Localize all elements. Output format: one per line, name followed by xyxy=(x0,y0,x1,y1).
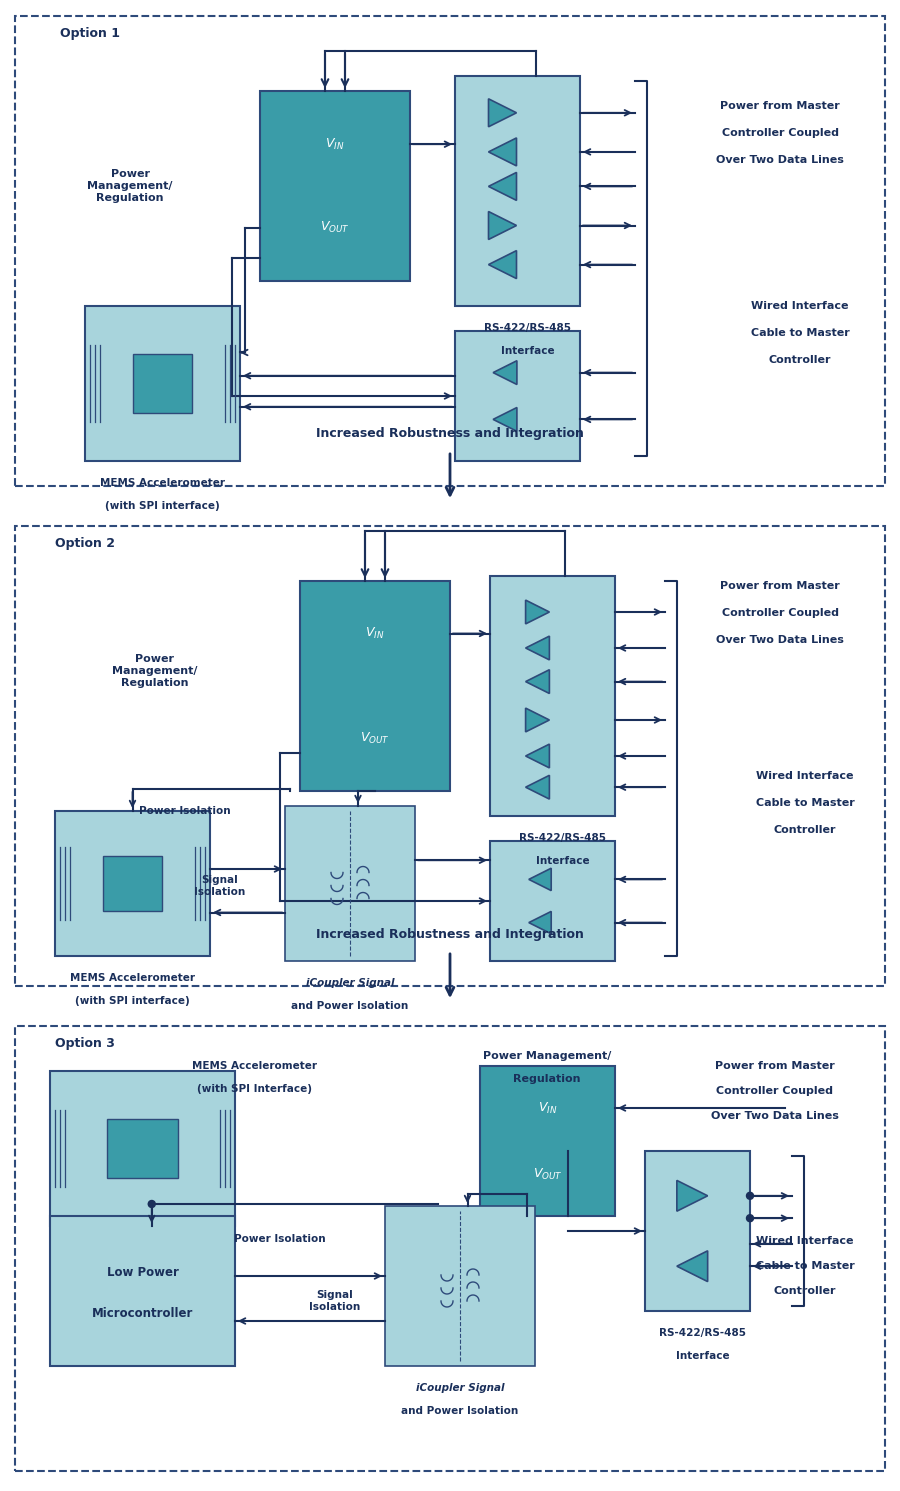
Polygon shape xyxy=(526,744,549,768)
Polygon shape xyxy=(526,775,549,799)
Text: Power
Management/
Regulation: Power Management/ Regulation xyxy=(87,170,173,203)
Polygon shape xyxy=(529,868,551,890)
Text: $V_{OUT}$: $V_{OUT}$ xyxy=(360,731,390,746)
FancyBboxPatch shape xyxy=(50,1217,235,1366)
FancyBboxPatch shape xyxy=(455,76,580,306)
Text: Power from Master: Power from Master xyxy=(716,1062,835,1071)
Text: Over Two Data Lines: Over Two Data Lines xyxy=(711,1111,839,1121)
Text: (with SPI interface): (with SPI interface) xyxy=(75,996,190,1006)
Text: Wired Interface: Wired Interface xyxy=(756,1236,854,1246)
Text: RS-422/RS-485: RS-422/RS-485 xyxy=(519,833,606,842)
Text: Cable to Master: Cable to Master xyxy=(756,798,854,808)
Text: (with SPI interface): (with SPI interface) xyxy=(105,501,220,511)
Polygon shape xyxy=(526,637,549,661)
Text: Over Two Data Lines: Over Two Data Lines xyxy=(716,635,844,646)
Text: Cable to Master: Cable to Master xyxy=(751,328,850,338)
Polygon shape xyxy=(677,1181,707,1211)
FancyBboxPatch shape xyxy=(103,856,162,911)
Polygon shape xyxy=(489,137,517,166)
FancyBboxPatch shape xyxy=(480,1066,615,1217)
Text: $V_{OUT}$: $V_{OUT}$ xyxy=(533,1166,562,1181)
Polygon shape xyxy=(493,361,517,385)
Text: Controller: Controller xyxy=(774,1287,836,1296)
Polygon shape xyxy=(526,708,549,732)
FancyBboxPatch shape xyxy=(85,306,240,461)
Text: MEMS Accelerometer: MEMS Accelerometer xyxy=(70,974,195,983)
Polygon shape xyxy=(526,669,549,693)
Text: Increased Robustness and Integration: Increased Robustness and Integration xyxy=(316,927,584,941)
FancyBboxPatch shape xyxy=(385,1206,535,1366)
Polygon shape xyxy=(493,407,517,431)
FancyBboxPatch shape xyxy=(107,1120,177,1178)
Text: MEMS Accelerometer: MEMS Accelerometer xyxy=(100,479,225,488)
FancyBboxPatch shape xyxy=(490,841,615,962)
Text: Controller: Controller xyxy=(769,355,832,365)
Text: $V_{OUT}$: $V_{OUT}$ xyxy=(320,221,350,236)
FancyBboxPatch shape xyxy=(260,91,410,280)
Text: Power from Master: Power from Master xyxy=(720,101,840,110)
Text: Over Two Data Lines: Over Two Data Lines xyxy=(716,155,844,166)
Text: Power from Master: Power from Master xyxy=(720,581,840,590)
Text: $V_{IN}$: $V_{IN}$ xyxy=(365,626,384,641)
Text: Power
Management/
Regulation: Power Management/ Regulation xyxy=(112,655,198,687)
Polygon shape xyxy=(489,173,517,200)
Text: MEMS Accelerometer: MEMS Accelerometer xyxy=(193,1062,318,1071)
Text: Controller Coupled: Controller Coupled xyxy=(716,1085,833,1096)
Text: Option 2: Option 2 xyxy=(55,537,115,550)
Text: Interface: Interface xyxy=(536,856,590,866)
Polygon shape xyxy=(529,911,551,933)
Text: Controller: Controller xyxy=(774,825,836,835)
Text: Interface: Interface xyxy=(500,346,554,356)
Text: Interface: Interface xyxy=(676,1351,729,1361)
FancyBboxPatch shape xyxy=(285,807,415,962)
FancyBboxPatch shape xyxy=(455,331,580,461)
Text: $V_{IN}$: $V_{IN}$ xyxy=(325,137,345,152)
Text: Controller Coupled: Controller Coupled xyxy=(722,608,839,617)
Text: and Power Isolation: and Power Isolation xyxy=(292,1000,409,1011)
Text: Wired Interface: Wired Interface xyxy=(756,771,854,781)
FancyBboxPatch shape xyxy=(300,581,450,792)
Polygon shape xyxy=(489,98,517,127)
FancyBboxPatch shape xyxy=(55,811,210,956)
Circle shape xyxy=(746,1215,753,1221)
Text: RS-422/RS-485: RS-422/RS-485 xyxy=(659,1328,746,1337)
Text: Controller Coupled: Controller Coupled xyxy=(722,128,839,139)
Polygon shape xyxy=(526,599,549,623)
Text: Power Isolation: Power Isolation xyxy=(140,807,230,816)
Text: Regulation: Regulation xyxy=(513,1074,580,1084)
Text: iCoupler Signal: iCoupler Signal xyxy=(416,1384,504,1393)
Text: Option 3: Option 3 xyxy=(55,1036,115,1050)
Text: Microcontroller: Microcontroller xyxy=(92,1308,194,1320)
FancyBboxPatch shape xyxy=(490,576,615,816)
Circle shape xyxy=(148,1200,155,1208)
FancyBboxPatch shape xyxy=(133,353,192,413)
Text: Increased Robustness and Integration: Increased Robustness and Integration xyxy=(316,428,584,440)
Text: Signal
Isolation: Signal Isolation xyxy=(194,875,246,896)
Text: RS-422/RS-485: RS-422/RS-485 xyxy=(484,324,571,332)
Circle shape xyxy=(746,1193,753,1199)
Text: Cable to Master: Cable to Master xyxy=(756,1261,854,1270)
Text: Wired Interface: Wired Interface xyxy=(752,301,849,312)
Text: Signal
Isolation: Signal Isolation xyxy=(310,1290,361,1312)
Polygon shape xyxy=(677,1251,707,1282)
FancyBboxPatch shape xyxy=(645,1151,750,1311)
Text: Low Power: Low Power xyxy=(106,1266,178,1279)
Text: and Power Isolation: and Power Isolation xyxy=(401,1406,518,1416)
Text: Option 1: Option 1 xyxy=(60,27,120,39)
Text: (with SPI Interface): (with SPI Interface) xyxy=(197,1084,312,1094)
Text: $V_{IN}$: $V_{IN}$ xyxy=(538,1100,557,1115)
Text: Power Isolation: Power Isolation xyxy=(234,1235,326,1243)
Polygon shape xyxy=(489,212,517,240)
Text: Power Management/: Power Management/ xyxy=(482,1051,611,1062)
Polygon shape xyxy=(489,250,517,279)
FancyBboxPatch shape xyxy=(50,1071,235,1226)
Text: iCoupler Signal: iCoupler Signal xyxy=(306,978,394,989)
